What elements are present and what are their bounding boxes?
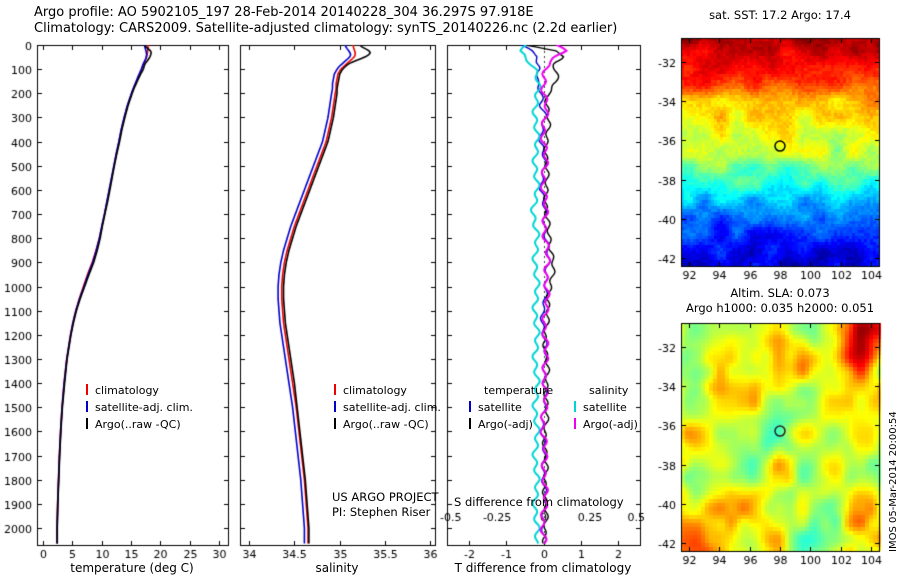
legend-label: satellite bbox=[478, 401, 522, 414]
legend-label: satellite bbox=[583, 401, 627, 414]
legend-item-satellite-clim: satellite-adj. clim. bbox=[334, 399, 441, 416]
temperature-legend: climatology satellite-adj. clim. Argo(..… bbox=[86, 382, 193, 433]
t-difference-axis-label: T difference from climatology bbox=[454, 561, 632, 575]
us-argo-project-note: US ARGO PROJECT bbox=[332, 490, 439, 504]
legend-label: satellite-adj. clim. bbox=[95, 401, 193, 414]
argo-line-swatch bbox=[86, 418, 88, 429]
legend-item-argo-t: Argo(-adj) bbox=[469, 416, 553, 433]
salinity-legend: climatology satellite-adj. clim. Argo(..… bbox=[334, 382, 441, 433]
satellite-s-line-swatch bbox=[574, 401, 576, 412]
argo-height-title: Argo h1000: 0.035 h2000: 0.051 bbox=[685, 301, 875, 315]
legend-item-satellite-s: satellite bbox=[574, 399, 638, 416]
argo-s-line-swatch bbox=[574, 418, 576, 429]
argo-t-line-swatch bbox=[469, 418, 471, 429]
satellite-clim-line-swatch bbox=[334, 401, 336, 412]
legend-label: satellite-adj. clim. bbox=[343, 401, 441, 414]
legend-header-temperature: temperature bbox=[484, 384, 554, 397]
pi-note: PI: Stephen Riser bbox=[332, 505, 431, 519]
legend-item-argo-raw: Argo(..raw -QC) bbox=[334, 416, 441, 433]
climatology-line-swatch bbox=[334, 384, 336, 395]
imos-credit: IMOS 05-Mar-2014 20:00:54 bbox=[888, 411, 899, 552]
sla-map-title: Altim. SLA: 0.073 bbox=[730, 286, 830, 300]
legend-item-argo-raw: Argo(..raw -QC) bbox=[86, 416, 193, 433]
temperature-axis-label: temperature (deg C) bbox=[70, 561, 194, 575]
legend-label: climatology bbox=[95, 384, 159, 397]
satellite-clim-line-swatch bbox=[86, 401, 88, 412]
s-difference-label: S difference from climatology bbox=[454, 495, 624, 509]
legend-item-satellite-clim: satellite-adj. clim. bbox=[86, 399, 193, 416]
argo-line-swatch bbox=[334, 418, 336, 429]
satellite-t-line-swatch bbox=[469, 401, 471, 412]
figure-title-line2: Climatology: CARS2009. Satellite-adjuste… bbox=[34, 21, 618, 36]
difference-legend-salinity: salinity satellite Argo(-adj) bbox=[574, 382, 638, 433]
figure-title-line1: Argo profile: AO 5902105_197 28-Feb-2014… bbox=[34, 5, 534, 20]
legend-header-salinity: salinity bbox=[589, 384, 629, 397]
difference-legend-temperature: temperature satellite Argo(-adj) bbox=[469, 382, 553, 433]
legend-label: Argo(-adj) bbox=[583, 418, 638, 431]
salinity-axis-label: salinity bbox=[315, 561, 359, 575]
legend-label: Argo(..raw -QC) bbox=[343, 418, 429, 431]
legend-item-climatology: climatology bbox=[86, 382, 193, 399]
legend-label: Argo(..raw -QC) bbox=[95, 418, 181, 431]
legend-item-climatology: climatology bbox=[334, 382, 441, 399]
climatology-line-swatch bbox=[86, 384, 88, 395]
legend-item-satellite-t: satellite bbox=[469, 399, 553, 416]
legend-label: climatology bbox=[343, 384, 407, 397]
legend-item-argo-s: Argo(-adj) bbox=[574, 416, 638, 433]
legend-label: Argo(-adj) bbox=[478, 418, 533, 431]
sst-map-title: sat. SST: 17.2 Argo: 17.4 bbox=[709, 8, 851, 22]
